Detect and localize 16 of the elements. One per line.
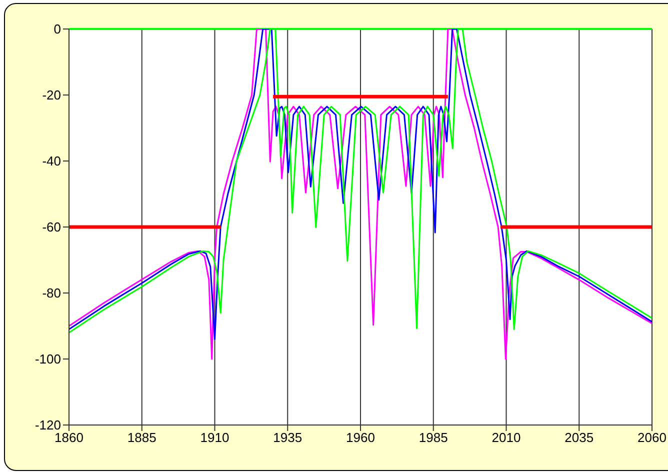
y-tick-label: -20 <box>42 88 61 103</box>
x-tick-label: 1985 <box>418 430 448 446</box>
x-tick-label: 1960 <box>346 430 375 446</box>
x-tick-label: 1860 <box>54 430 84 446</box>
x-tick-label: 2035 <box>564 430 594 446</box>
x-tick-label: 1910 <box>200 430 230 446</box>
y-tick-label: -100 <box>34 352 61 367</box>
y-tick-label: -60 <box>42 220 61 235</box>
y-tick-label: -80 <box>42 286 61 301</box>
x-tick-label: 1935 <box>273 430 302 446</box>
x-tick-label: 2010 <box>492 430 521 446</box>
y-tick-label: 0 <box>54 22 61 37</box>
y-tick-label: -120 <box>34 418 61 433</box>
y-tick-label: -40 <box>42 154 61 169</box>
x-tick-label: 2060 <box>638 430 666 446</box>
x-tick-label: 1885 <box>127 430 156 446</box>
